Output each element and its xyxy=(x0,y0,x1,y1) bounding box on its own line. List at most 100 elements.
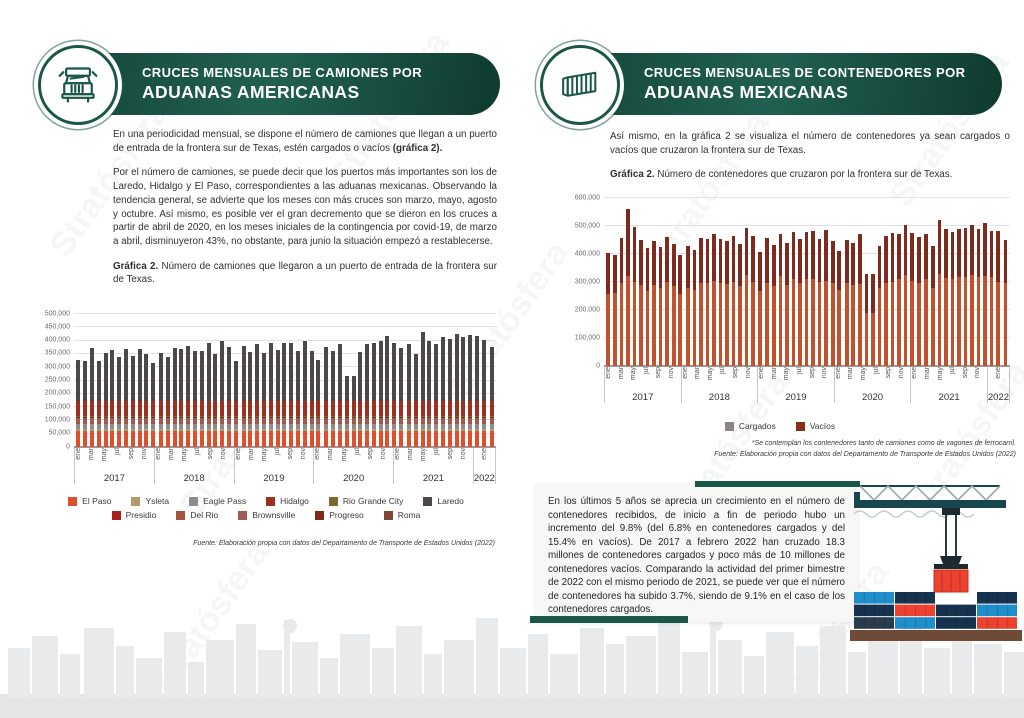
bar-segment xyxy=(193,401,198,416)
x-axis-tick-label: may xyxy=(181,448,189,462)
bar-segment xyxy=(399,422,404,424)
bar-segment xyxy=(440,423,445,429)
bar-segment xyxy=(447,338,452,402)
bar-slot xyxy=(757,198,764,366)
stacked-bar xyxy=(830,240,835,366)
bar-segment xyxy=(406,418,411,423)
bar-segment xyxy=(392,422,397,424)
bar-segment xyxy=(110,422,115,424)
year-axis-group: ene mar may jul sep nov 2019 xyxy=(757,367,834,403)
bar-segment xyxy=(199,428,204,432)
x-axis-tick-label: may xyxy=(420,448,428,462)
stacked-bar xyxy=(626,209,630,366)
bar-slot xyxy=(784,198,791,366)
year-axis-group: ene mar may jul sep nov 2018 xyxy=(153,448,234,484)
bar-segment xyxy=(233,418,238,423)
x-axis-tick-label: ene xyxy=(314,448,322,460)
bar-segment xyxy=(309,423,314,429)
bar-segment xyxy=(427,340,432,402)
bar-segment xyxy=(159,417,164,418)
tick-slot: jul xyxy=(354,448,361,471)
y-axis-tick-label: 100,000 xyxy=(574,334,600,341)
bar-segment xyxy=(427,418,432,423)
y-axis-tick-label: 150,000 xyxy=(44,403,70,411)
bar-segment xyxy=(718,283,723,366)
bar-segment xyxy=(144,415,149,417)
bar-segment xyxy=(996,282,1001,366)
bar-segment xyxy=(468,431,473,447)
infobox-bottom-accent-bar xyxy=(530,616,688,623)
stacked-bar xyxy=(440,336,445,447)
trucks-chart-legend: El Paso Ysleta Eagle Pass Hidalgo Rio Grande… xyxy=(40,496,492,520)
bar-segment xyxy=(392,342,397,402)
stacked-bar xyxy=(83,361,88,447)
city-skyline-silhouette xyxy=(0,617,1024,718)
bar-segment xyxy=(110,423,115,429)
bar-segment xyxy=(371,422,376,424)
legend-label: Vacíos xyxy=(809,421,836,431)
bar-slot xyxy=(123,314,130,447)
x-axis-tick-label: ene xyxy=(911,367,919,379)
bar-segment xyxy=(282,415,287,417)
tick-slot: ene xyxy=(682,367,689,390)
bar-segment xyxy=(302,431,307,447)
bar-segment xyxy=(399,431,404,447)
bar-slot xyxy=(419,314,426,447)
bar-segment xyxy=(220,428,225,432)
bar-segment xyxy=(378,401,383,416)
bar-segment xyxy=(406,423,411,429)
bar-segment xyxy=(378,415,383,417)
y-axis-tick-label: 100,000 xyxy=(44,416,70,424)
year-axis-group: ene mar may jul sep nov 2019 xyxy=(233,448,314,484)
bar-segment xyxy=(103,415,108,417)
y-axis-tick-label: 500,000 xyxy=(574,222,600,229)
stacked-bar xyxy=(413,353,418,447)
bar-slot xyxy=(956,198,963,366)
bar-slot xyxy=(232,314,239,447)
year-label: 2020 xyxy=(861,392,884,403)
bar-segment xyxy=(213,431,218,447)
bar-segment xyxy=(151,363,156,402)
bar-segment xyxy=(233,401,238,416)
stacked-bar xyxy=(718,238,723,366)
bar-segment xyxy=(206,431,211,447)
y-axis-tick-label: 0 xyxy=(66,443,70,450)
bar-segment xyxy=(474,418,479,423)
bar-slot xyxy=(364,314,371,447)
stacked-bar xyxy=(851,242,856,366)
bar-segment xyxy=(137,416,142,418)
bar-segment xyxy=(213,401,218,416)
bar-segment xyxy=(351,416,356,418)
bar-segment xyxy=(193,418,198,423)
bar-segment xyxy=(282,428,287,432)
year-bar-group xyxy=(239,314,322,447)
x-axis-tick-label: mar xyxy=(770,367,778,380)
stacked-bar xyxy=(282,343,287,447)
bar-segment xyxy=(844,240,849,284)
bar-segment xyxy=(440,401,445,416)
bar-slot xyxy=(730,198,737,366)
bar-segment xyxy=(165,356,170,402)
bar-segment xyxy=(989,276,994,366)
bar-segment xyxy=(671,244,676,287)
stacked-bar xyxy=(331,351,336,447)
bar-slot xyxy=(691,198,698,366)
bar-segment xyxy=(268,417,273,418)
tick-row: ene xyxy=(988,367,1009,390)
truck-icon xyxy=(38,45,118,125)
bar-segment xyxy=(903,224,908,275)
bar-segment xyxy=(227,416,231,418)
bar-segment xyxy=(172,416,177,418)
bar-segment xyxy=(289,422,294,424)
bar-segment xyxy=(110,418,115,423)
bar-segment xyxy=(474,428,479,432)
bar-segment xyxy=(371,423,376,429)
x-axis-tick-label: nov xyxy=(897,367,905,379)
left-chart-caption-label: Gráfica 2. xyxy=(113,260,159,272)
tick-slot: ene xyxy=(988,367,1009,390)
x-axis-tick-label: jul xyxy=(194,448,202,456)
legend-item: Laredo xyxy=(423,496,464,506)
bar-segment xyxy=(296,418,301,423)
bar-segment xyxy=(324,415,329,417)
bar-segment xyxy=(117,422,122,424)
